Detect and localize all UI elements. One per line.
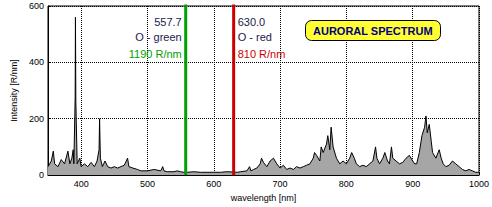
svg-text:600: 600 [206, 179, 221, 189]
svg-text:O - red: O - red [238, 31, 272, 43]
svg-text:400: 400 [74, 179, 89, 189]
svg-text:200: 200 [29, 114, 44, 124]
svg-text:500: 500 [140, 179, 155, 189]
svg-text:800: 800 [339, 179, 354, 189]
svg-text:600: 600 [29, 1, 44, 11]
svg-text:1000: 1000 [469, 179, 489, 189]
svg-text:557.7: 557.7 [154, 16, 182, 28]
svg-text:Intensity [R/nm]: Intensity [R/nm] [9, 59, 19, 122]
svg-text:AURORAL SPECTRUM: AURORAL SPECTRUM [313, 25, 433, 37]
svg-text:wavelength [nm]: wavelength [nm] [230, 193, 297, 203]
svg-text:400: 400 [29, 57, 44, 67]
svg-text:900: 900 [405, 179, 420, 189]
svg-text:0: 0 [39, 170, 44, 180]
svg-text:O - green: O - green [135, 31, 181, 43]
svg-text:1190 R/nm: 1190 R/nm [129, 48, 182, 60]
svg-text:810 R/nm: 810 R/nm [238, 48, 286, 60]
svg-text:700: 700 [273, 179, 288, 189]
svg-text:630.0: 630.0 [238, 16, 266, 28]
